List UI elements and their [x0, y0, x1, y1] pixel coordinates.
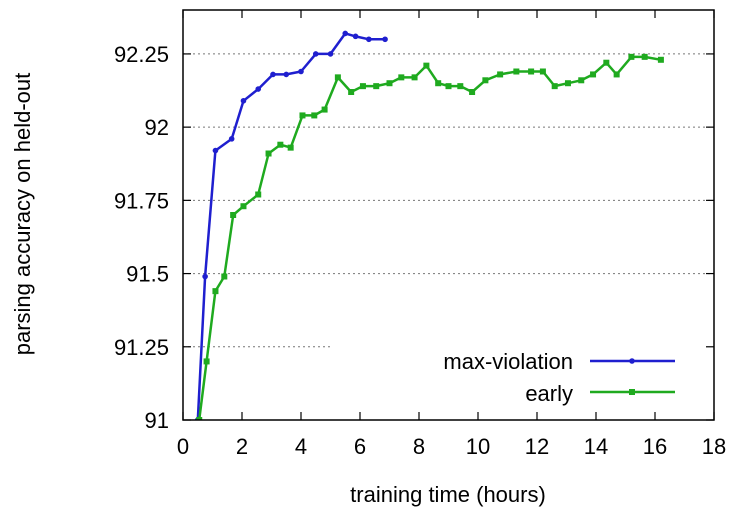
- data-point: [590, 71, 597, 78]
- data-point: [212, 288, 219, 295]
- data-point: [435, 80, 442, 87]
- x-tick-labels: 0 2 4 6 8 10 12 14 16 18: [177, 434, 726, 459]
- data-point: [287, 144, 294, 151]
- legend-marker-max-violation: [629, 358, 635, 364]
- plot-area-frame: [182, 9, 715, 421]
- data-point: [578, 77, 585, 84]
- y-axis-label: parsing accuracy on held-out: [10, 73, 35, 356]
- data-point: [230, 212, 237, 218]
- data-point: [445, 83, 452, 90]
- x-axis-label: training time (hours): [350, 482, 546, 507]
- data-point: [270, 71, 276, 78]
- series-layer: [194, 30, 664, 420]
- legend-marker-early: [629, 389, 635, 395]
- data-point: [321, 106, 328, 113]
- data-point: [359, 83, 366, 90]
- data-point: [277, 141, 284, 148]
- data-point: [386, 80, 393, 87]
- data-point: [497, 71, 504, 78]
- data-point: [334, 74, 341, 81]
- data-point: [564, 80, 571, 87]
- data-point: [469, 89, 476, 95]
- data-point: [366, 36, 372, 43]
- y-tick-label: 91: [145, 408, 169, 433]
- series-line: [196, 32, 386, 420]
- y-tick-label: 91.25: [114, 335, 169, 360]
- data-point: [311, 112, 318, 119]
- data-point: [298, 68, 304, 75]
- x-tick-label: 2: [236, 434, 248, 459]
- legend-label-early: early: [525, 381, 573, 406]
- data-point: [513, 68, 520, 75]
- data-point: [342, 30, 349, 37]
- x-tick-label: 6: [354, 434, 366, 459]
- x-tick-label: 16: [643, 434, 667, 459]
- series-max-violation: [194, 30, 388, 420]
- data-point: [203, 358, 210, 365]
- data-point: [202, 273, 208, 280]
- data-point: [613, 71, 620, 78]
- x-tick-label: 12: [525, 434, 549, 459]
- data-point: [228, 136, 235, 142]
- x-tick-label: 18: [702, 434, 726, 459]
- series-early: [196, 53, 664, 420]
- legend: max-violation early: [443, 349, 675, 406]
- data-point: [657, 56, 664, 63]
- data-point: [221, 273, 228, 280]
- data-point: [641, 53, 648, 60]
- data-point: [352, 33, 359, 40]
- data-point: [373, 83, 380, 90]
- data-point: [482, 77, 489, 84]
- grid-lines: [183, 53, 714, 348]
- data-point: [265, 150, 272, 157]
- data-point: [528, 68, 535, 75]
- data-point: [240, 97, 247, 104]
- x-tick-label: 14: [584, 434, 608, 459]
- x-tick-label: 8: [413, 434, 425, 459]
- y-tick-label: 91.5: [126, 262, 169, 287]
- y-tick-labels: 91 91.25 91.5 91.75 92 92.25: [114, 42, 169, 433]
- data-point: [398, 74, 405, 81]
- series-line: [197, 55, 662, 420]
- data-point: [255, 86, 262, 92]
- data-point: [382, 36, 388, 43]
- data-point: [411, 74, 418, 81]
- data-point: [212, 147, 219, 154]
- y-tick-label: 91.75: [114, 188, 169, 213]
- data-point: [196, 417, 203, 420]
- data-point: [539, 68, 546, 75]
- data-point: [312, 51, 319, 57]
- x-tick-label: 0: [177, 434, 189, 459]
- legend-label-max-violation: max-violation: [443, 349, 573, 374]
- data-point: [327, 51, 334, 57]
- data-point: [628, 53, 635, 60]
- y-tick-label: 92: [145, 115, 169, 140]
- data-point: [457, 83, 464, 90]
- axis-ticks: [182, 10, 715, 421]
- x-tick-label: 10: [466, 434, 490, 459]
- data-point: [240, 203, 247, 210]
- y-tick-label: 92.25: [114, 42, 169, 67]
- data-point: [603, 59, 610, 66]
- data-point: [423, 62, 430, 69]
- data-point: [283, 71, 290, 78]
- data-point: [299, 112, 306, 119]
- data-point: [551, 83, 558, 90]
- data-point: [255, 191, 262, 198]
- x-tick-label: 4: [295, 434, 307, 459]
- data-point: [348, 89, 355, 95]
